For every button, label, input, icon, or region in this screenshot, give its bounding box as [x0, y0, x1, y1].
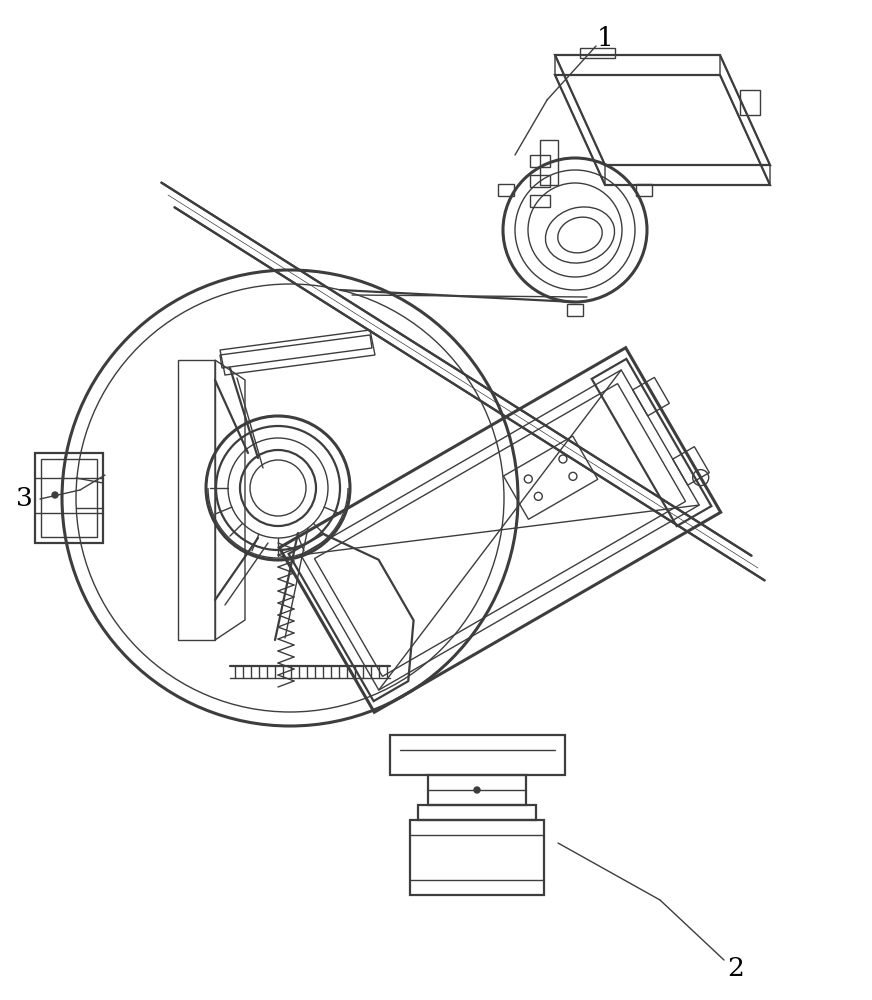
Bar	[637, 184, 652, 196]
Circle shape	[52, 492, 58, 498]
Bar	[530, 175, 550, 187]
Text: 1: 1	[596, 25, 613, 50]
Bar	[35, 453, 103, 543]
Bar	[418, 805, 536, 820]
Text: 2: 2	[727, 956, 745, 980]
Bar	[530, 195, 550, 207]
Bar	[428, 775, 526, 805]
Bar	[567, 304, 583, 316]
Circle shape	[474, 787, 480, 793]
Bar	[41, 459, 97, 537]
Text: 3: 3	[16, 487, 32, 512]
Bar	[530, 155, 550, 167]
Bar	[390, 735, 565, 775]
Bar	[410, 820, 544, 895]
Bar	[498, 184, 514, 196]
